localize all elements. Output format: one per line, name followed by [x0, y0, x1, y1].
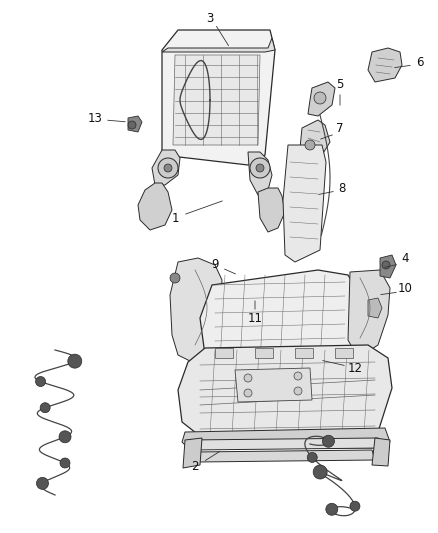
Circle shape — [294, 372, 302, 380]
Circle shape — [322, 435, 335, 447]
Polygon shape — [335, 348, 353, 358]
Polygon shape — [372, 438, 390, 466]
Polygon shape — [368, 48, 402, 82]
Polygon shape — [308, 82, 335, 116]
Circle shape — [35, 376, 46, 386]
Polygon shape — [348, 270, 390, 358]
Circle shape — [307, 453, 317, 463]
Circle shape — [250, 158, 270, 178]
Circle shape — [350, 501, 360, 511]
Circle shape — [294, 387, 302, 395]
Text: 5: 5 — [336, 78, 344, 92]
Circle shape — [256, 164, 264, 172]
Circle shape — [382, 261, 390, 269]
Polygon shape — [195, 450, 375, 462]
Circle shape — [164, 164, 172, 172]
Text: 8: 8 — [338, 182, 346, 195]
Polygon shape — [170, 258, 222, 362]
Circle shape — [326, 503, 338, 515]
Circle shape — [314, 92, 326, 104]
Polygon shape — [258, 188, 285, 232]
Text: 1: 1 — [171, 212, 179, 224]
Circle shape — [36, 478, 49, 489]
Polygon shape — [182, 428, 390, 448]
Text: 11: 11 — [247, 311, 262, 325]
Circle shape — [60, 458, 70, 468]
Text: 7: 7 — [336, 122, 344, 134]
Circle shape — [305, 140, 315, 150]
Polygon shape — [162, 30, 275, 165]
Polygon shape — [178, 345, 392, 440]
Circle shape — [244, 389, 252, 397]
Polygon shape — [128, 116, 142, 132]
Polygon shape — [295, 348, 313, 358]
Circle shape — [128, 121, 136, 129]
Polygon shape — [183, 438, 202, 468]
Polygon shape — [283, 145, 326, 262]
Text: 2: 2 — [191, 461, 199, 473]
Circle shape — [158, 158, 178, 178]
Circle shape — [68, 354, 82, 368]
Polygon shape — [255, 348, 273, 358]
Polygon shape — [248, 152, 272, 195]
Text: 9: 9 — [211, 259, 219, 271]
Circle shape — [40, 403, 50, 413]
Circle shape — [170, 273, 180, 283]
Text: 4: 4 — [401, 252, 409, 264]
Text: 12: 12 — [347, 361, 363, 375]
Polygon shape — [188, 438, 382, 450]
Polygon shape — [235, 368, 312, 402]
Text: 3: 3 — [206, 12, 214, 25]
Text: 10: 10 — [398, 281, 413, 295]
Text: 6: 6 — [416, 55, 424, 69]
Circle shape — [59, 431, 71, 443]
Polygon shape — [138, 183, 172, 230]
Circle shape — [244, 374, 252, 382]
Polygon shape — [200, 270, 360, 370]
Text: 13: 13 — [88, 111, 102, 125]
Polygon shape — [173, 55, 260, 145]
Polygon shape — [368, 298, 382, 318]
Polygon shape — [380, 255, 396, 278]
Polygon shape — [162, 38, 275, 52]
Polygon shape — [215, 348, 233, 358]
Circle shape — [313, 465, 327, 479]
Polygon shape — [152, 150, 180, 185]
Polygon shape — [300, 120, 330, 158]
